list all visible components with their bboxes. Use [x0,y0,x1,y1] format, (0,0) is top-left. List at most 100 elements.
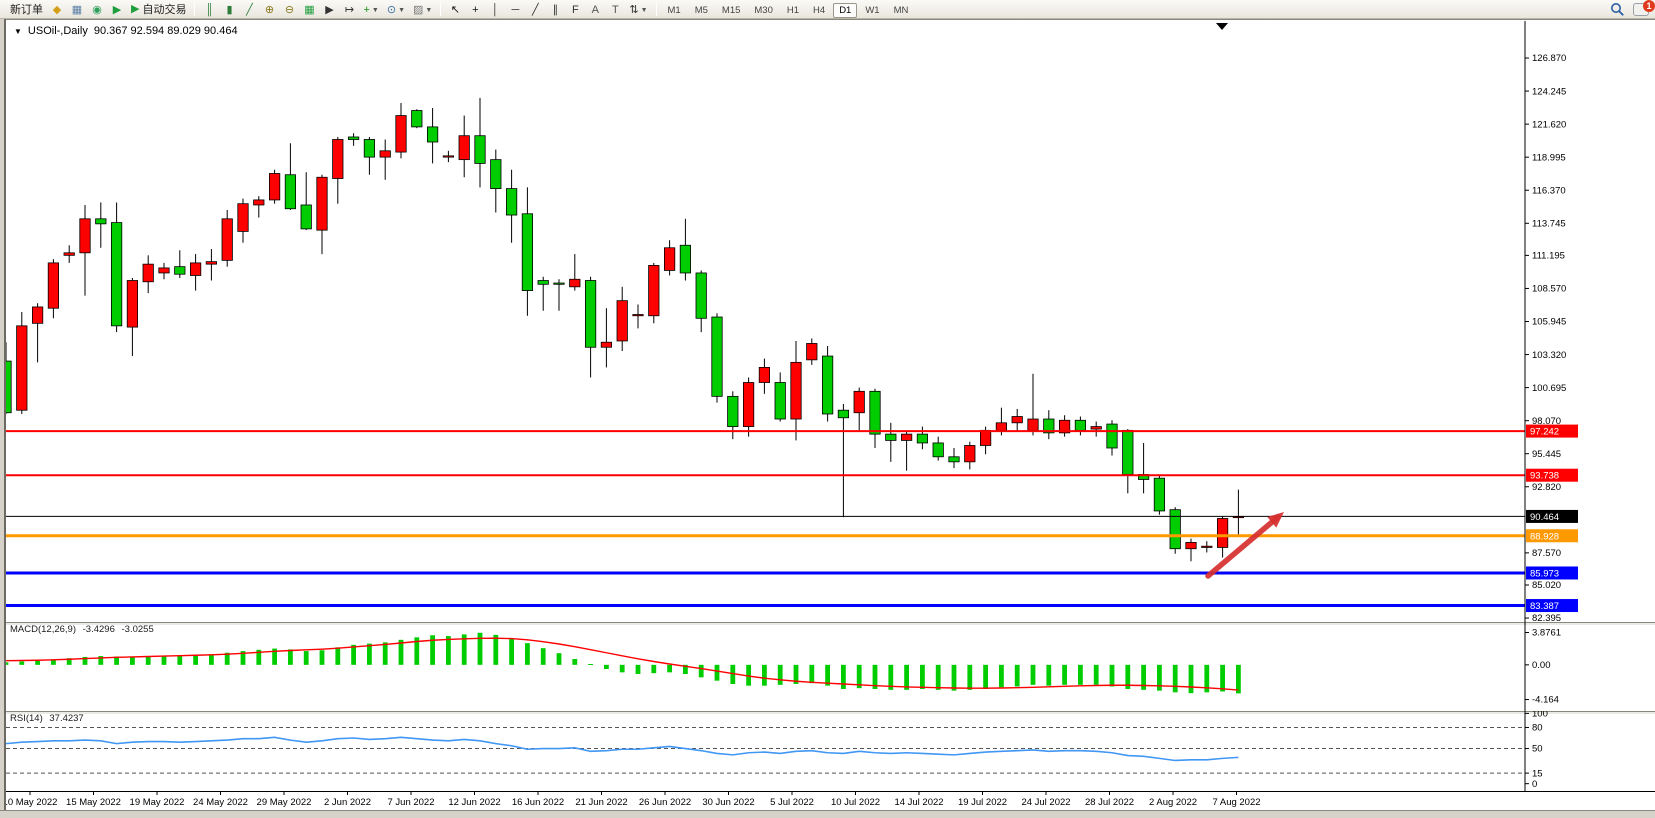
timeframe-M1[interactable]: M1 [667,5,681,16]
timeframe-D1[interactable]: D1 [833,3,858,18]
macd-main-value: -3.4296 [82,624,115,635]
arrows-dropdown-icon[interactable]: ▼ [640,6,648,14]
rsi-value: 37.4237 [49,712,84,724]
arrows-button[interactable]: ⇅ ▼ [625,2,651,19]
zoom-in-button[interactable]: ⊕ [259,2,279,19]
date-label: 7 Aug 2022 [1212,797,1260,808]
timeframe-H4[interactable]: H4 [813,5,826,16]
crosshair-icon: + [472,3,479,16]
bars-chart-button[interactable]: ║ [199,2,219,19]
date-label: 12 Jun 2022 [448,797,500,808]
timeframe-H1[interactable]: H1 [786,5,800,16]
candles-chart-icon: ▮ [226,3,233,16]
price-chart-pane[interactable]: 126.870 124.245 121.620 118.995 116.370 113.7… [0,21,1655,622]
chart-shift-icon: ↦ [344,3,355,16]
svg-text:98.070: 98.070 [1532,416,1561,427]
chat-notification-icon[interactable]: 1 [1633,0,1655,16]
date-label: 14 Jul 2022 [894,797,943,808]
macd-indicator-pane[interactable]: 3.8761 0.00 -4.164 [0,622,1655,711]
market-icon: ◆ [52,3,62,16]
candles-chart-button[interactable]: ▮ [219,2,239,19]
svg-text:82.395: 82.395 [1532,613,1561,622]
line-chart-icon: ╱ [246,3,253,16]
notification-badge: 1 [1643,0,1655,12]
zoom-out-button[interactable]: ⊖ [279,2,299,19]
periods-dropdown-icon[interactable]: ▼ [398,6,405,14]
autotrading-robot-button[interactable]: ▶ [107,2,127,19]
date-label: 19 May 2022 [130,797,185,808]
text-button[interactable]: A [585,2,605,19]
arrows-icon: ⇅ [629,3,639,16]
window-bottom-frame [0,810,1655,818]
periods-icon: ⊙ [386,3,397,16]
trendline-button[interactable]: ╱ [525,2,545,19]
zoom-out-icon: ⊖ [284,3,295,16]
timeframe-W1[interactable]: W1 [865,5,880,16]
crosshair-button[interactable]: + [465,2,485,19]
date-label: 30 Jun 2022 [702,797,754,808]
date-label: 2 Aug 2022 [1149,797,1197,808]
new-order-label: 新订单 [10,4,43,16]
svg-text:100.695: 100.695 [1532,383,1566,394]
svg-text:97.242: 97.242 [1530,427,1559,438]
toolbar-separator [440,2,442,16]
text-label-icon: T [611,3,619,16]
market-button[interactable]: ◆ [47,2,67,19]
date-label: 24 May 2022 [193,797,248,808]
svg-text:87.570: 87.570 [1532,548,1561,559]
svg-text:92.820: 92.820 [1532,482,1561,493]
auto-scroll-button[interactable]: ▶ [319,2,339,19]
cursor-button[interactable]: ↖ [445,2,465,19]
symbol-dropdown-icon[interactable]: ▼ [14,26,22,36]
indicators-dropdown-icon[interactable]: ▼ [371,6,379,14]
equidistant-channel-button[interactable]: ∥ [545,2,565,19]
svg-text:-4.164: -4.164 [1532,695,1559,706]
time-axis[interactable]: 10 May 2022 15 May 2022 19 May 2022 24 May … [0,791,1655,810]
svg-text:90.464: 90.464 [1530,512,1559,523]
svg-text:50: 50 [1532,744,1543,755]
tile-windows-button[interactable]: ▦ [299,2,319,19]
svg-text:0: 0 [1532,779,1537,790]
fibonacci-button[interactable]: F [565,2,585,19]
toolbar-right-group: 1 [1610,0,1655,19]
text-label-button[interactable]: T [605,2,625,19]
date-label: 10 May 2022 [3,797,58,808]
svg-text:15: 15 [1532,768,1543,779]
date-label: 28 Jul 2022 [1085,797,1134,808]
macd-label: MACD(12,26,9) [10,624,76,635]
autotrading-label: 自动交易 [142,4,187,16]
svg-text:126.870: 126.870 [1532,53,1566,64]
bars-chart-icon: ║ [205,3,214,16]
equidistant-channel-icon: ∥ [552,3,559,16]
svg-text:113.745: 113.745 [1532,218,1566,229]
templates-dropdown-icon[interactable]: ▼ [425,6,433,14]
templates-button[interactable]: ▨ ▼ [409,2,436,19]
periods-button[interactable]: ⊙ ▼ [383,2,409,19]
draw-buttons-group: ↖ + │ ─ ╱ ∥ F A T ⇅ ▼ [445,0,651,19]
timeframe-M5[interactable]: M5 [694,5,708,16]
timeframe-MN[interactable]: MN [893,5,909,16]
rsi-line [5,736,1239,762]
svg-text:103.320: 103.320 [1532,350,1566,361]
timeframe-M15[interactable]: M15 [721,5,741,16]
new-order-button[interactable]: 新订单 [3,1,47,18]
window-left-frame [0,19,6,810]
horizontal-line-icon: ─ [511,3,520,16]
metaeditor-button[interactable]: ▦ [67,2,87,19]
community-button[interactable]: ◉ [87,2,107,19]
date-label: 16 Jun 2022 [512,797,564,808]
line-chart-button[interactable]: ╱ [239,2,259,19]
rsi-indicator-pane[interactable]: 100 80 50 150 [0,711,1655,791]
search-icon[interactable] [1610,2,1625,17]
timeframe-M30[interactable]: M30 [754,5,773,16]
main-toolbar: 新订单 ◆ ▦ ◉ ▶ ▶ 自动交易 ║ ▮ ╱ ⊕ ⊖ ▦ ▶ ↦ + ▼ ⊙ ▼ ▨ ▼ ↖ + │ ─ ╱ ∥ F A T… [0,0,1655,19]
svg-text:80: 80 [1532,723,1543,734]
indicators-icon: + [363,3,370,16]
rsi-label-row: RSI(14) 37.4237 [10,713,88,724]
indicators-button[interactable]: + ▼ [359,2,382,19]
chart-shift-button[interactable]: ↦ [339,2,359,19]
horizontal-line-button[interactable]: ─ [505,2,525,19]
vertical-line-button[interactable]: │ [485,2,505,19]
trendline-icon: ╱ [532,3,539,16]
autotrading-button[interactable]: ▶ 自动交易 [127,1,190,18]
